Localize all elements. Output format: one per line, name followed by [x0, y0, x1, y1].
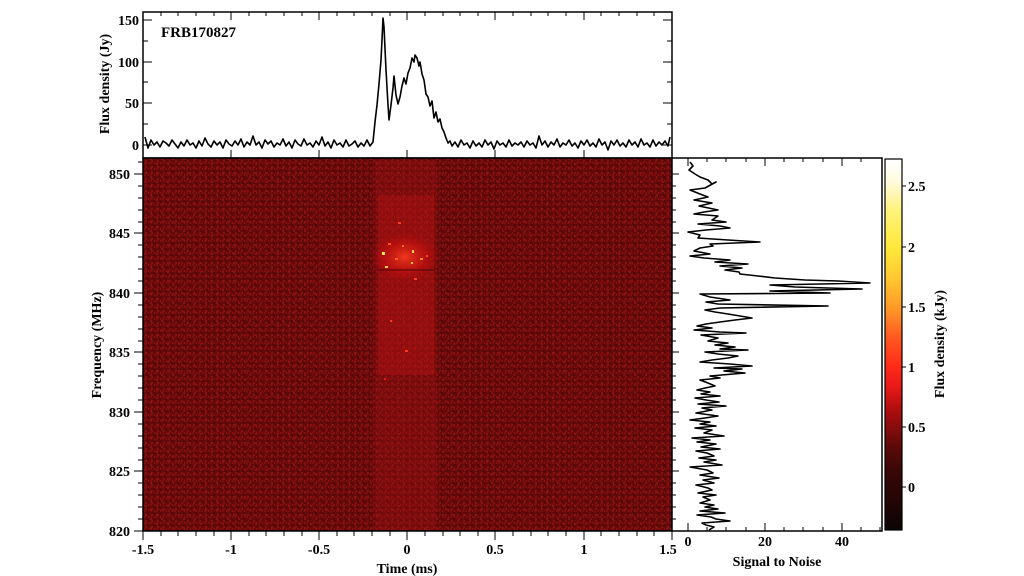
ytick-835: 835 [109, 346, 130, 361]
burst-band-core [378, 195, 434, 375]
ytick-825: 825 [109, 465, 130, 480]
ytick-830: 830 [109, 406, 130, 421]
right-x-tick-labels: 0 20 40 [685, 535, 850, 550]
colorbar-tick-labels: 0 0.5 1 1.5 2 2.5 [908, 180, 926, 496]
xtick-neg1: -1 [225, 543, 237, 558]
snr-spectrum-line [687, 161, 871, 531]
dynamic-spectrum-panel: 850 845 840 835 830 825 820 -1.5 -1 -0.5… [90, 157, 677, 576]
main-x-ticks [142, 531, 673, 540]
main-y-tick-labels: 850 845 840 835 830 825 820 [109, 168, 130, 540]
right-plot-frame [671, 157, 883, 532]
top-y-ticks [143, 19, 672, 146]
top-y-tick-labels: 0 50 100 150 [118, 14, 139, 154]
right-y-ticks [672, 173, 679, 520]
top-ytick-150: 150 [118, 14, 139, 29]
ytick-850: 850 [109, 168, 130, 183]
top-ytick-100: 100 [118, 56, 139, 71]
cbtick-2: 2 [908, 241, 915, 256]
heatmap-noise-overlay [143, 158, 672, 531]
snr-xtick-40: 40 [835, 535, 849, 550]
top-ytick-0: 0 [132, 139, 139, 154]
cbtick-1: 1 [908, 361, 915, 376]
snr-x-axis-label: Signal to Noise [733, 555, 822, 570]
colorbar-label: Flux density (kJy) [933, 290, 948, 398]
right-x-ticks [687, 158, 881, 531]
main-y-ticks [134, 161, 143, 532]
xtick-1.5: 1.5 [659, 543, 677, 558]
cbtick-0.5: 0.5 [908, 421, 926, 436]
snr-xtick-0: 0 [685, 535, 692, 550]
cbtick-0: 0 [908, 481, 915, 496]
top-plot-frame [142, 11, 673, 159]
colorbar: 0 0.5 1 1.5 2 2.5 Flux density (kJy) [884, 158, 948, 531]
top-x-ticks [160, 12, 655, 158]
snr-xtick-20: 20 [758, 535, 772, 550]
xtick-neg0.5: -0.5 [308, 543, 330, 558]
cbtick-1.5: 1.5 [908, 301, 926, 316]
colorbar-gradient [884, 158, 903, 531]
burst-hot-pixels [382, 222, 428, 380]
pulse-profile-line [144, 17, 671, 151]
xtick-1: 1 [581, 543, 588, 558]
ytick-840: 840 [109, 287, 130, 302]
main-x-tick-labels: -1.5 -1 -0.5 0 0.5 1 1.5 [132, 543, 677, 558]
ytick-845: 845 [109, 227, 130, 242]
colorbar-ticks [902, 185, 906, 488]
burst-band-faint [375, 160, 437, 530]
cbtick-2.5: 2.5 [908, 180, 926, 195]
xtick-0: 0 [404, 543, 411, 558]
xtick-0.5: 0.5 [486, 543, 504, 558]
top-ytick-50: 50 [125, 97, 139, 112]
pulse-profile-panel: 0 50 100 150 FRB170827 Flux density (Jy) [98, 11, 673, 159]
y-axis-label: Frequency (MHz) [90, 291, 105, 398]
snr-spectrum-panel: 0 20 40 Signal to Noise [671, 157, 883, 570]
ytick-820: 820 [109, 525, 130, 540]
xtick-neg1.5: -1.5 [132, 543, 154, 558]
frb-annotation: FRB170827 [161, 25, 237, 41]
x-axis-label: Time (ms) [377, 562, 438, 576]
top-y-axis-label: Flux density (Jy) [98, 33, 113, 134]
burst-bright-region [369, 231, 441, 283]
